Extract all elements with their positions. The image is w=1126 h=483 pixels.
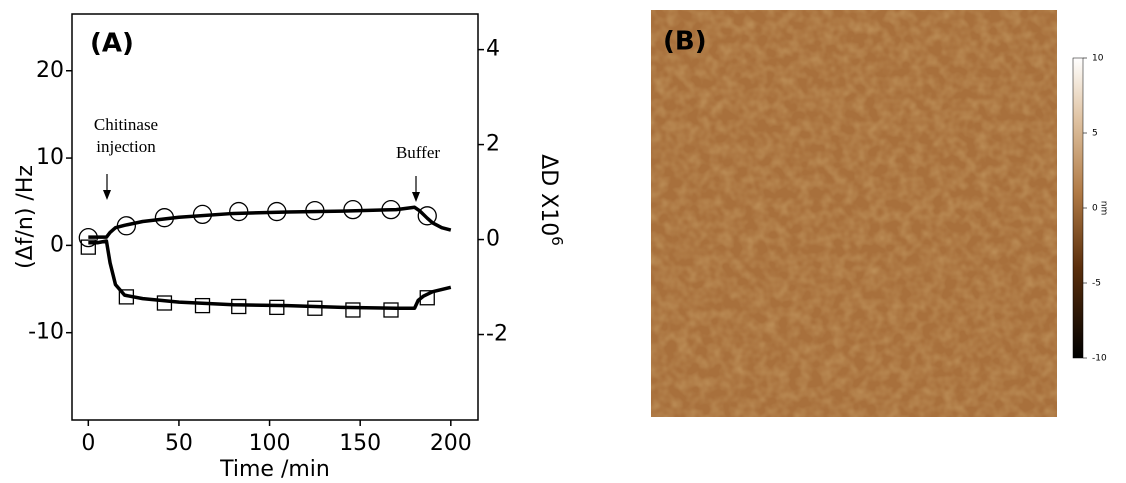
square-marker [118, 289, 135, 305]
plot-frame [71, 13, 479, 421]
y2-tick-label: 0 [486, 227, 500, 252]
y2-axis-label: ΔD X106 [536, 154, 567, 246]
x-axis-label: Time /min [219, 457, 330, 482]
annotation: injection [96, 137, 156, 156]
colorbar-tick-label: 10 [1092, 54, 1104, 64]
x-tick-label: 50 [165, 431, 193, 456]
y-tick-label: -10 [28, 320, 64, 345]
y2-label-sup: 6 [549, 236, 567, 246]
square-marker [269, 299, 285, 316]
circle-marker [154, 208, 175, 228]
circle-marker [192, 204, 213, 225]
afm-image [651, 10, 1057, 417]
circle-marker [229, 201, 249, 222]
circle-marker [267, 201, 287, 222]
y-tick-label: 10 [36, 145, 64, 170]
colorbar-tick-label: 0 [1092, 204, 1098, 214]
colorbar-tick-label: 5 [1092, 129, 1098, 139]
y2-tick-label: 2 [486, 132, 500, 157]
circle-marker [305, 200, 325, 221]
x-tick-label: 150 [339, 431, 381, 456]
x-tick-label: 100 [249, 431, 291, 456]
circle-marker [78, 228, 98, 248]
square-marker [419, 290, 435, 306]
square-marker [383, 302, 399, 318]
square-marker [231, 298, 247, 315]
square-marker [80, 239, 96, 255]
y2-tick-label: 4 [486, 37, 500, 62]
annotation: Buffer [396, 143, 440, 162]
square-marker [345, 302, 361, 318]
x-tick-label: 0 [81, 431, 95, 456]
panel-label: (A) [90, 29, 134, 59]
square-marker [194, 297, 211, 314]
x-tick-label: 200 [430, 431, 472, 456]
y2-label-text: ΔD X10 [536, 154, 561, 236]
data-line [88, 239, 452, 310]
square-marker [156, 295, 173, 311]
y-axis-label: (Δf/n) /Hz [13, 165, 38, 269]
circle-marker [343, 199, 363, 220]
data-line [88, 205, 452, 239]
annotation-arrowhead [103, 190, 111, 200]
colorbar-label: nm [1099, 201, 1109, 215]
circle-marker [381, 199, 401, 220]
y-tick-label: 0 [50, 232, 64, 257]
circle-marker [417, 206, 437, 226]
y2-tick-label: -2 [486, 322, 508, 347]
colorbar [1072, 57, 1084, 359]
colorbar-tick-label: -5 [1092, 279, 1101, 289]
y-tick-label: 20 [36, 58, 64, 83]
annotation-arrowhead [412, 192, 420, 202]
colorbar-tick-label: -10 [1092, 354, 1107, 364]
circle-marker [116, 216, 137, 236]
square-marker [307, 300, 323, 316]
panel-label: (B) [663, 27, 707, 57]
annotation: Chitinase [94, 115, 158, 134]
